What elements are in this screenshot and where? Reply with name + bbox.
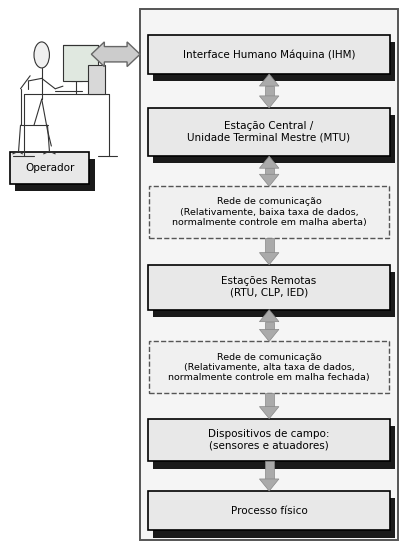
Bar <box>148 265 389 310</box>
Polygon shape <box>264 86 273 96</box>
Polygon shape <box>264 238 273 253</box>
Bar <box>149 341 388 393</box>
Text: Processo físico: Processo físico <box>230 506 307 516</box>
Bar <box>153 498 394 538</box>
Polygon shape <box>264 322 273 329</box>
Polygon shape <box>259 156 278 168</box>
Bar <box>153 426 394 469</box>
Polygon shape <box>264 168 273 174</box>
Bar <box>88 65 105 94</box>
Text: Dispositivos de campo:
(sensores e atuadores): Dispositivos de campo: (sensores e atuad… <box>208 429 329 451</box>
Bar <box>153 115 394 163</box>
Bar <box>148 108 389 156</box>
Polygon shape <box>264 393 273 407</box>
Polygon shape <box>259 96 278 108</box>
Text: Rede de comunicação
(Relativamente, baixa taxa de dados,
normalmente controle em: Rede de comunicação (Relativamente, baix… <box>171 197 365 227</box>
Bar <box>148 491 389 530</box>
Polygon shape <box>259 74 278 86</box>
Polygon shape <box>259 407 278 419</box>
Polygon shape <box>91 42 140 67</box>
Polygon shape <box>259 479 278 491</box>
Bar <box>15 159 94 191</box>
Polygon shape <box>259 174 278 186</box>
Bar <box>149 186 388 238</box>
Bar <box>153 42 394 81</box>
Polygon shape <box>259 329 278 341</box>
Bar <box>148 35 389 74</box>
Bar <box>63 44 97 81</box>
Bar <box>153 272 394 317</box>
Polygon shape <box>264 461 273 479</box>
Text: Operador: Operador <box>25 163 74 173</box>
Text: Rede de comunicação
(Relativamente, alta taxa de dados,
normalmente controle em : Rede de comunicação (Relativamente, alta… <box>168 352 369 383</box>
Text: Estação Central /
Unidade Terminal Mestre (MTU): Estação Central / Unidade Terminal Mestr… <box>187 121 350 143</box>
Ellipse shape <box>34 42 49 68</box>
Text: Interface Humano Máquina (IHM): Interface Humano Máquina (IHM) <box>182 49 354 60</box>
Bar <box>10 152 89 184</box>
Polygon shape <box>259 310 278 322</box>
Bar <box>140 9 397 540</box>
Polygon shape <box>259 253 278 265</box>
Text: Estações Remotas
(RTU, CLP, IED): Estações Remotas (RTU, CLP, IED) <box>221 276 316 298</box>
Bar <box>148 419 389 461</box>
